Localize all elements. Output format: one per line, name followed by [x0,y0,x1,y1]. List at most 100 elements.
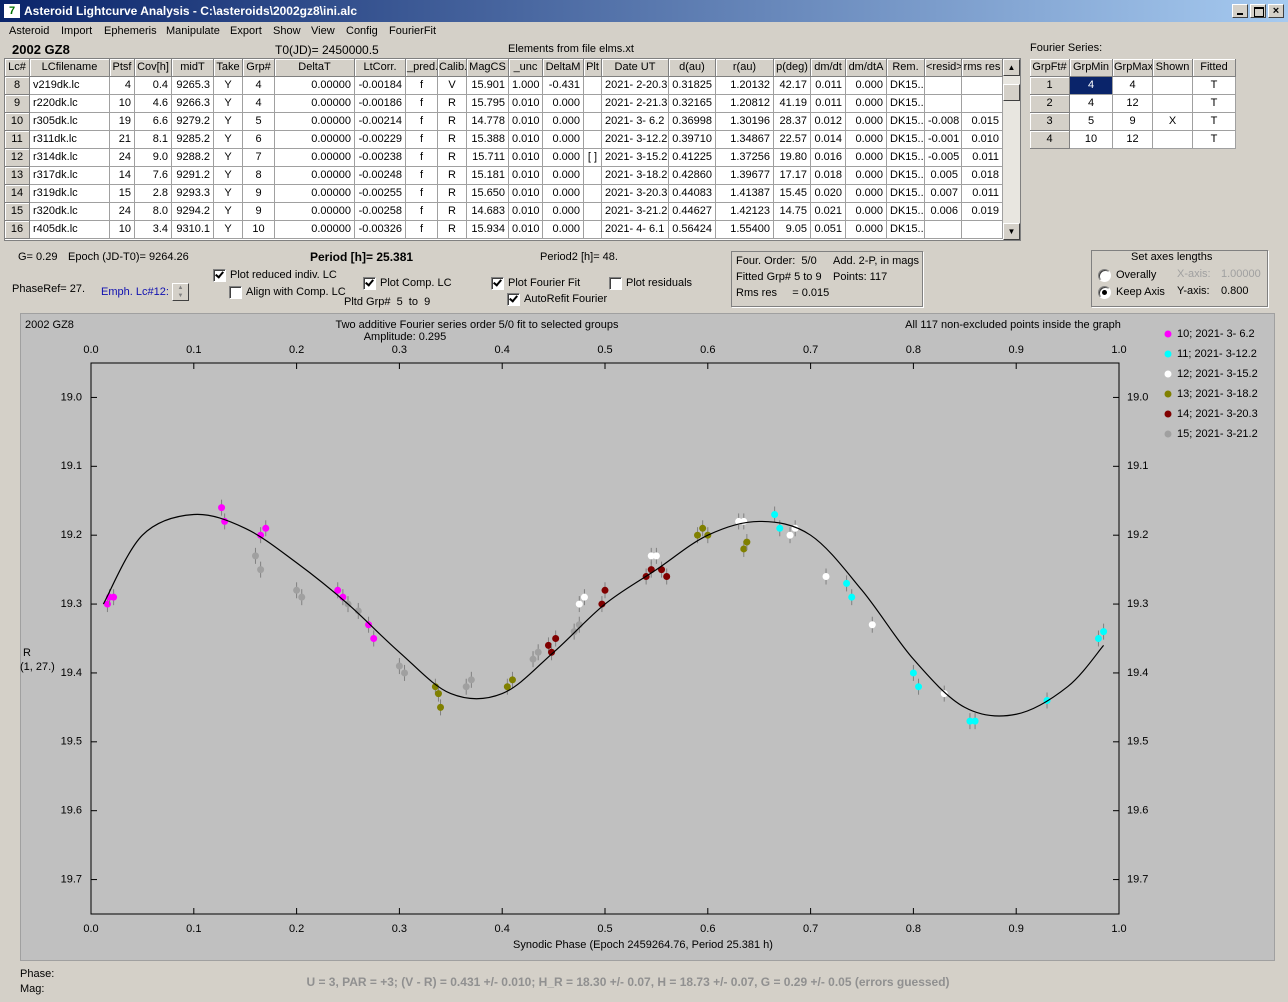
fourier-header[interactable]: Fitted [1193,59,1236,77]
table-header[interactable]: MagCS [467,59,509,77]
close-button[interactable]: × [1268,4,1284,18]
menu-item[interactable]: View [311,25,335,37]
table-header[interactable]: Plt [584,59,602,77]
checkbox[interactable] [609,277,622,290]
table-header[interactable]: p(deg) [774,59,811,77]
table-header[interactable]: <resid> [925,59,962,77]
fourier-cell[interactable]: T [1193,95,1236,113]
fourier-header[interactable]: GrpMax [1113,59,1153,77]
table-header[interactable]: Grp# [243,59,275,77]
table-header[interactable]: Calib. [438,59,467,77]
fourier-cell[interactable]: 4 [1070,95,1113,113]
fourier-cell[interactable]: 4 [1070,77,1113,95]
checkbox[interactable] [213,269,226,282]
row-header[interactable]: 16 [5,221,30,239]
fourier-cell[interactable]: T [1193,131,1236,149]
table-cell: 9.05 [774,221,811,239]
table-header[interactable]: LtCorr. [355,59,406,77]
fourier-cell[interactable]: X [1153,113,1193,131]
row-header[interactable]: 9 [5,95,30,113]
table-cell: 1.000 [509,77,543,95]
menu-item[interactable]: Config [346,25,378,37]
scrollbar[interactable] [1003,59,1020,240]
y-tick-label: 19.5 [1127,736,1148,748]
table-cell: 0.000 [846,149,887,167]
fourier-cell[interactable]: T [1193,113,1236,131]
fourier-cell[interactable]: 10 [1070,131,1113,149]
table-header[interactable]: LCfilename [30,59,110,77]
row-header[interactable]: 11 [5,131,30,149]
radio-button[interactable] [1098,269,1111,282]
fourier-cell[interactable] [1153,131,1193,149]
table-header[interactable]: r(au) [716,59,774,77]
minimize-button[interactable] [1232,4,1248,18]
table-header[interactable]: Rem. [887,59,925,77]
table-header[interactable]: d(au) [669,59,716,77]
fourier-cell[interactable]: 12 [1113,95,1153,113]
fourier-cell[interactable]: T [1193,77,1236,95]
scroll-up[interactable]: ▲ [1003,59,1020,76]
row-header[interactable]: 15 [5,203,30,221]
menu-item[interactable]: Manipulate [166,25,220,37]
scroll-down[interactable]: ▼ [1003,223,1020,240]
table-header[interactable]: Date UT [602,59,669,77]
fourier-row-header[interactable]: 1 [1030,77,1070,95]
table-header[interactable]: Take [214,59,243,77]
fourier-cell[interactable] [1153,77,1193,95]
row-header[interactable]: 12 [5,149,30,167]
fourier-row-header[interactable]: 2 [1030,95,1070,113]
radio-button[interactable] [1098,286,1111,299]
fourier-header[interactable]: GrpFt# [1030,59,1070,77]
fourier-cell[interactable]: 9 [1113,113,1153,131]
table-cell: -0.00326 [355,221,406,239]
table-header[interactable]: _pred. [406,59,438,77]
table-header[interactable]: _unc [509,59,543,77]
row-header[interactable]: 13 [5,167,30,185]
menu-item[interactable]: FourierFit [389,25,437,37]
table-header[interactable]: DeltaT [275,59,355,77]
row-header[interactable]: 10 [5,113,30,131]
menu-item[interactable]: Export [230,25,262,37]
table-header[interactable]: Ptsf [110,59,135,77]
table-header[interactable]: DeltaM [543,59,584,77]
data-point [868,621,876,629]
table-header[interactable]: dm/dtA [846,59,887,77]
table-cell: -0.00258 [355,203,406,221]
fourier-cell[interactable]: 4 [1113,77,1153,95]
table-header[interactable]: rms res [962,59,1003,77]
menu-item[interactable]: Asteroid [9,25,50,37]
row-header[interactable]: 14 [5,185,30,203]
menu-item[interactable]: Ephemeris [104,25,157,37]
fourier-header[interactable]: GrpMin [1070,59,1113,77]
table-cell: 0.000 [543,221,584,239]
fourier-cell[interactable]: 12 [1113,131,1153,149]
menu-item[interactable]: Show [273,25,301,37]
checkbox[interactable] [363,277,376,290]
table-cell: 8 [243,167,275,185]
table-header[interactable]: midT [172,59,214,77]
table-cell: -0.00238 [355,149,406,167]
spin-button[interactable]: ▲ ▼ [172,283,189,301]
table-cell: -0.00186 [355,95,406,113]
fourier-cell[interactable] [1153,95,1193,113]
fourier-row-header[interactable]: 3 [1030,113,1070,131]
scroll-thumb[interactable] [1003,84,1020,101]
table-cell: 2021- 2-21.3 [602,95,669,113]
checkbox[interactable] [507,293,520,306]
row-header[interactable]: 8 [5,77,30,95]
table-cell: 24 [110,203,135,221]
data-point [663,573,671,581]
fourier-row-header[interactable]: 4 [1030,131,1070,149]
table-header[interactable]: dm/dt [811,59,846,77]
table-header[interactable]: Cov[h] [135,59,172,77]
legend-label: 10; 2021- 3- 6.2 [1177,328,1255,340]
fourier-cell[interactable]: 5 [1070,113,1113,131]
table-cell: 0.4 [135,77,172,95]
table-cell: 15.934 [467,221,509,239]
checkbox[interactable] [491,277,504,290]
fourier-header[interactable]: Shown [1153,59,1193,77]
maximize-button[interactable] [1250,4,1266,18]
menu-item[interactable]: Import [61,25,93,37]
table-header[interactable]: Lc# [5,59,30,77]
checkbox[interactable] [229,286,242,299]
